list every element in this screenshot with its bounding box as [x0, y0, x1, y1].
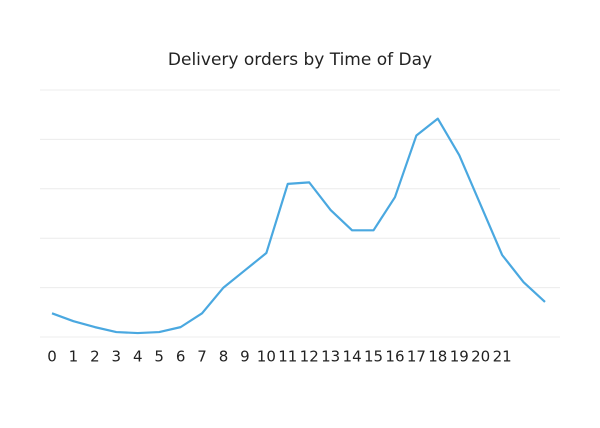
- x-tick-label: 5: [154, 348, 164, 366]
- data-line: [51, 117, 546, 335]
- x-tick-label: 9: [240, 348, 250, 366]
- x-tick-label: 18: [428, 348, 447, 366]
- x-tick-label: 2: [90, 348, 100, 366]
- x-tick-label: 16: [385, 348, 404, 366]
- x-tick-label: 11: [278, 348, 297, 366]
- x-tick-label: 13: [321, 348, 340, 366]
- x-tick-label: 0: [47, 348, 57, 366]
- x-tick-label: 21: [493, 348, 512, 366]
- x-tick-label: 6: [176, 348, 186, 366]
- x-tick-label: 15: [364, 348, 383, 366]
- x-tick-label: 4: [133, 348, 143, 366]
- x-tick-label: 12: [300, 348, 319, 366]
- chart-title: Delivery orders by Time of Day: [168, 50, 432, 70]
- x-tick-label: 8: [219, 348, 229, 366]
- x-tick-label: 1: [69, 348, 79, 366]
- x-tick-label: 20: [471, 348, 490, 366]
- x-tick-label: 19: [450, 348, 469, 366]
- x-tick-label: 14: [343, 348, 362, 366]
- x-tick-label: 17: [407, 348, 426, 366]
- x-tick-label: 3: [112, 348, 122, 366]
- x-tick-label: 10: [257, 348, 276, 366]
- x-tick-label: 7: [197, 348, 207, 366]
